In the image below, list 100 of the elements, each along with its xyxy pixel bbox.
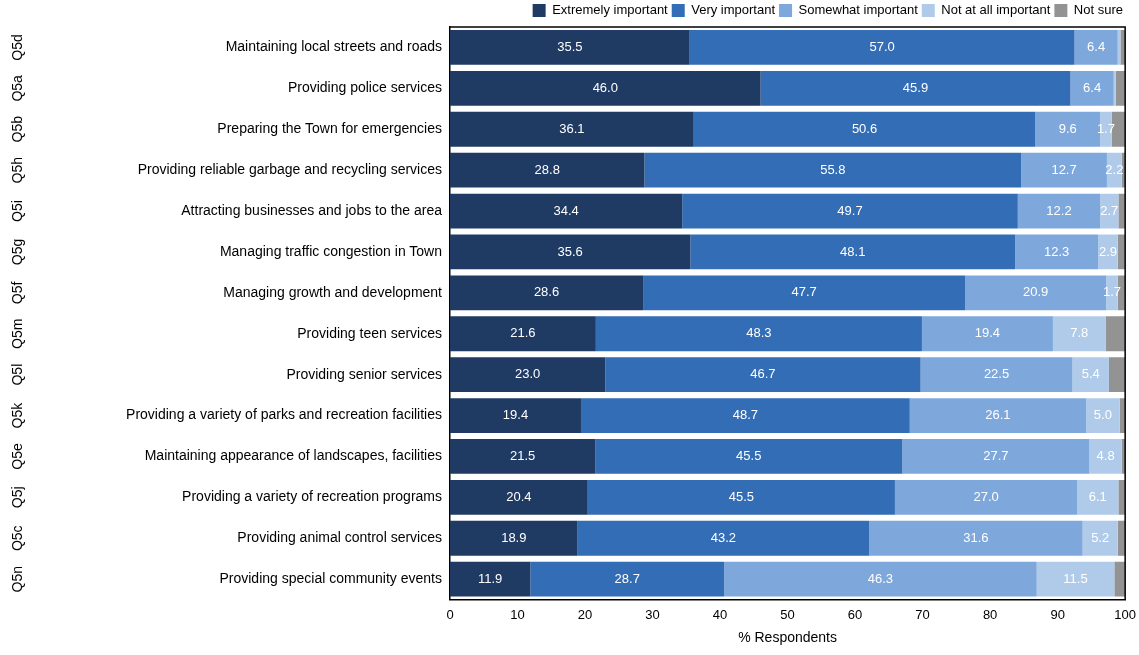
legend-label: Not at all important <box>941 2 1051 18</box>
bar <box>1089 439 1122 474</box>
bar <box>1082 520 1118 556</box>
bar <box>1114 561 1126 597</box>
data-label: 23.0 <box>514 366 541 382</box>
bar <box>644 152 1022 188</box>
bar <box>690 234 1016 270</box>
bar <box>450 357 606 393</box>
x-tick-label: 80 <box>982 606 998 622</box>
x-tick-label: 40 <box>712 606 728 622</box>
text: Q5f <box>8 281 25 305</box>
bar <box>1015 234 1099 270</box>
bar <box>1108 357 1126 393</box>
text: Q5h <box>8 156 25 184</box>
data-label: 48.7 <box>732 407 759 423</box>
data-label: 9.6 <box>1058 120 1077 136</box>
bar <box>643 275 966 311</box>
y-tick-label: Providing special community events <box>219 570 442 587</box>
bar <box>450 561 531 597</box>
text: Q5d <box>8 34 25 61</box>
data-label: 48.1 <box>840 243 866 259</box>
text: Q5e <box>8 443 25 470</box>
y-tick-label: Preparing the Town for emergencies <box>217 120 442 137</box>
bar <box>894 479 1078 515</box>
data-label: 4.8 <box>1096 448 1115 464</box>
x-tick-label: 100 <box>1114 606 1137 622</box>
text: Q5i <box>8 200 25 222</box>
data-label: 12.7 <box>1051 161 1077 177</box>
text: Q5c <box>8 525 25 552</box>
data-label: 45.9 <box>902 79 929 95</box>
y-tick-label: Providing reliable garbage and recycling services <box>137 161 442 178</box>
data-label: 5.2 <box>1091 529 1110 545</box>
data-label: 45.5 <box>728 488 754 504</box>
text: Q5g <box>8 238 25 266</box>
data-label: 28.8 <box>534 161 560 177</box>
data-label: 21.5 <box>509 448 536 464</box>
x-tick-label: 90 <box>1050 606 1065 622</box>
bar <box>450 520 578 556</box>
y-tick-label: Providing teen services <box>297 324 442 341</box>
data-label: 26.1 <box>985 407 1011 423</box>
data-label: 19.4 <box>974 325 1001 341</box>
legend-label: Very important <box>691 2 776 18</box>
bar <box>595 316 922 352</box>
data-label: 21.6 <box>510 325 536 341</box>
bar <box>450 111 694 147</box>
data-label: 27.7 <box>983 448 1009 464</box>
data-label: 57.0 <box>869 39 895 55</box>
bar <box>760 70 1071 106</box>
data-label: 7.8 <box>1070 325 1089 341</box>
bar <box>450 30 690 65</box>
bar <box>1070 70 1114 106</box>
data-label: 6.4 <box>1083 79 1102 95</box>
bar <box>1086 398 1120 433</box>
y-tick-label: Managing traffic congestion in Town <box>219 242 442 259</box>
bar <box>450 479 588 515</box>
data-label: 19.4 <box>502 407 529 423</box>
legend-label: Extremely important <box>552 2 669 18</box>
data-label: 48.3 <box>746 325 772 341</box>
data-label: 35.6 <box>557 243 583 259</box>
x-tick-label: 0 <box>446 606 454 622</box>
data-label: 47.7 <box>791 284 817 300</box>
bar <box>1017 193 1101 229</box>
text: Q5m <box>8 318 25 349</box>
bar <box>902 439 1090 474</box>
data-label: 11.5 <box>1063 570 1088 586</box>
bar <box>1077 479 1119 515</box>
bar <box>595 439 903 474</box>
x-tick-label: 10 <box>510 606 525 622</box>
bar <box>450 193 683 229</box>
x-tick-label: 30 <box>645 606 660 622</box>
x-tick-label: 60 <box>847 606 863 622</box>
bar <box>450 398 581 433</box>
text: Q5b <box>8 115 25 143</box>
data-label: 2.9 <box>1098 243 1117 259</box>
text: Q5l <box>8 363 25 386</box>
bar <box>909 398 1086 433</box>
bar <box>580 398 910 433</box>
y-tick-label: Providing senior services <box>286 365 442 382</box>
bar <box>450 152 645 188</box>
text: Q5a <box>8 74 25 102</box>
data-label: 45.5 <box>736 448 762 464</box>
bar <box>1072 357 1109 393</box>
bar <box>1074 30 1118 65</box>
data-label: 28.6 <box>533 284 560 300</box>
bar <box>587 479 895 515</box>
bar <box>450 316 596 352</box>
x-tick-label: 50 <box>780 606 795 622</box>
data-label: 5.4 <box>1081 366 1100 382</box>
data-label: 6.4 <box>1087 39 1106 55</box>
data-label: 28.7 <box>614 570 640 586</box>
data-label: 50.6 <box>851 120 878 136</box>
data-label: 46.0 <box>592 79 618 95</box>
bar <box>920 357 1073 393</box>
bar <box>1052 316 1106 352</box>
bar <box>577 520 870 556</box>
y-tick-label: Providing animal control services <box>237 529 442 546</box>
bar <box>689 30 1075 65</box>
bar <box>450 439 596 474</box>
bar <box>450 234 691 270</box>
data-label: 22.5 <box>983 366 1010 382</box>
